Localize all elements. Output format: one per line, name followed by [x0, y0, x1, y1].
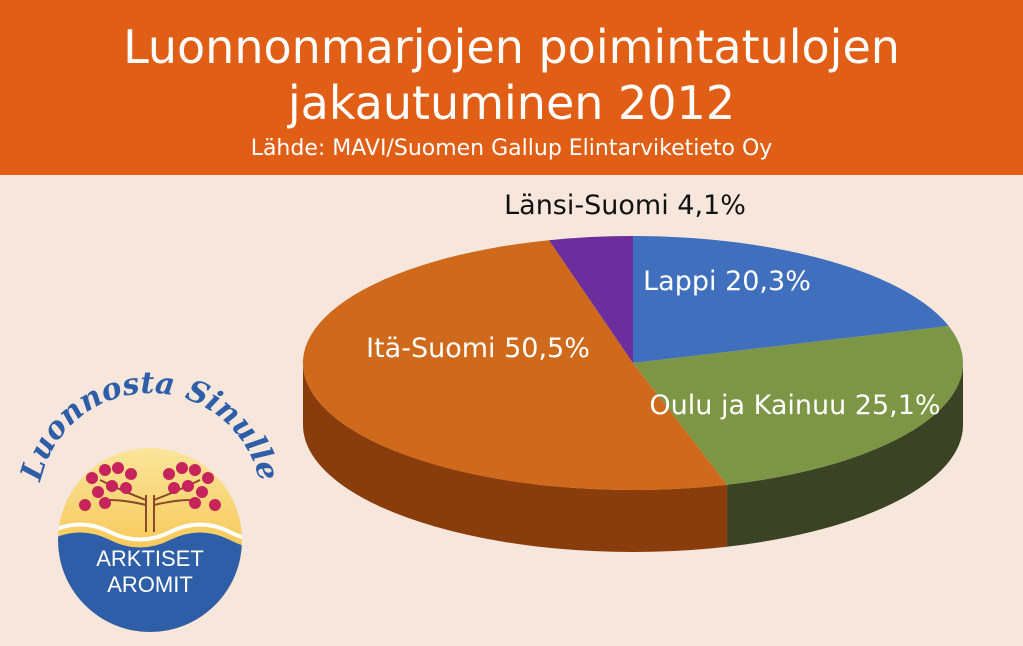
logo-line1: ARKTISET [96, 546, 204, 571]
pie-label-1: Oulu ja Kainuu 25,1% [649, 390, 940, 421]
chart-title-line1: Luonnonmarjojen poimintatulojen [123, 20, 900, 74]
pie-slice-3 [548, 236, 633, 363]
pie-label-2: Itä-Suomi 50,5% [366, 333, 590, 364]
chart-source: Lähde: MAVI/Suomen Gallup Elintarviketie… [250, 136, 773, 161]
header-banner: Luonnonmarjojen poimintatulojen jakautum… [0, 0, 1023, 175]
pie-slice-0 [633, 236, 949, 363]
pie-slice-1 [633, 326, 963, 485]
logo-berries [79, 462, 221, 511]
pie-side-1 [727, 363, 963, 547]
pie-side-2 [303, 363, 728, 552]
logo-line2: AROMIT [107, 572, 193, 597]
pie-slice-2 [302, 240, 728, 491]
pie-label-3: Länsi-Suomi 4,1% [504, 190, 746, 221]
chart-title-line2: jakautuminen 2012 [287, 76, 736, 130]
pie-label-0: Lappi 20,3% [643, 266, 811, 297]
